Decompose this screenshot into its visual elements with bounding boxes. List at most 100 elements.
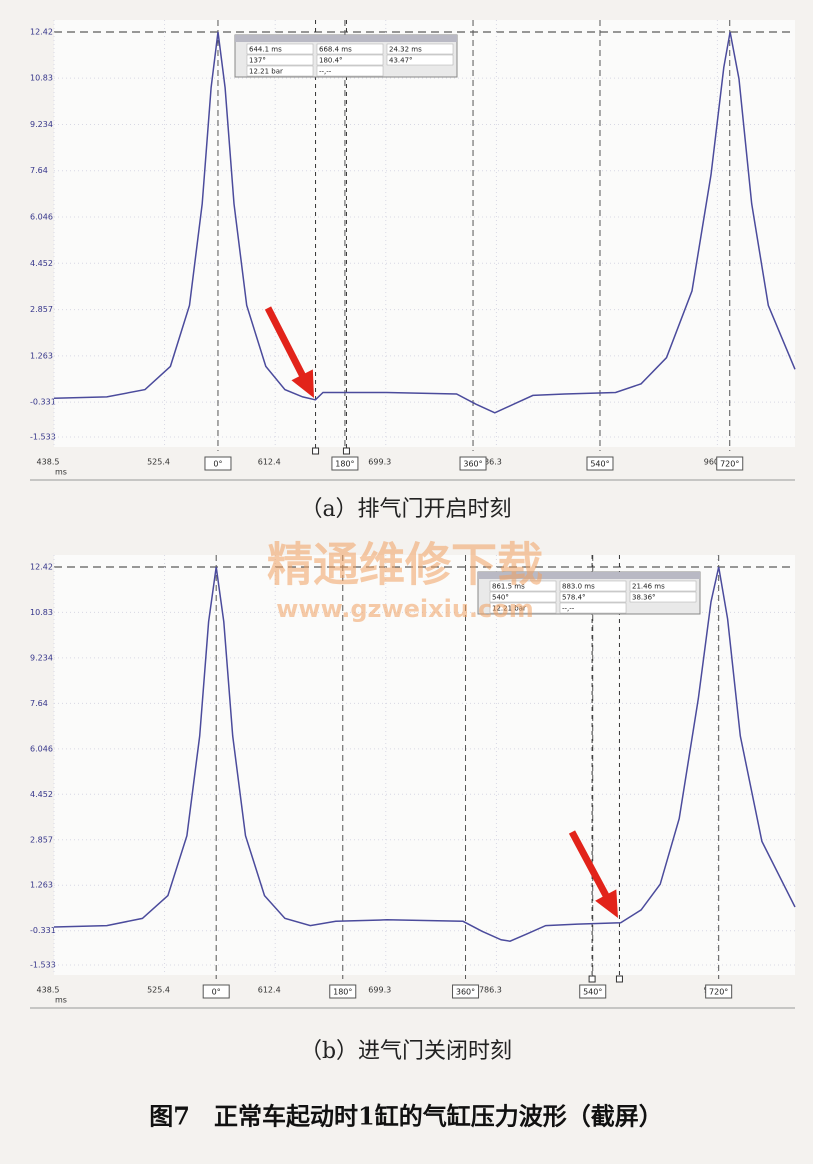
readout-value: 137°: [249, 57, 266, 65]
readout-value: --,--: [562, 605, 575, 613]
marker-box: [329, 984, 357, 999]
x-tick-label: 525.4: [147, 986, 170, 995]
readout-value: 861.5 ms: [492, 583, 525, 591]
y-tick-label: -1.533: [30, 961, 56, 970]
y-tick-label: -1.533: [30, 433, 56, 442]
y-tick-label: 2.857: [30, 835, 53, 844]
marker-box: [459, 456, 487, 471]
readout-cell: [489, 591, 557, 603]
x-tick-label: 438.5: [37, 458, 60, 467]
y-tick-label: 12.42: [30, 563, 53, 572]
marker-label: 540°: [590, 460, 609, 469]
readout-cell: [316, 43, 384, 55]
x-tick-label: 960: [704, 458, 719, 467]
y-tick-label: 2.857: [30, 305, 53, 314]
marker-label: 0°: [213, 460, 222, 469]
watermark-url: www.gzweixiu.com: [276, 595, 534, 623]
y-tick-label: 1.263: [30, 351, 53, 360]
readout-value: 43.47°: [389, 57, 413, 65]
readout-cell: [316, 65, 384, 77]
marker-box: [452, 984, 480, 999]
marker-label: 720°: [709, 988, 728, 997]
marker-box: [586, 456, 614, 471]
y-tick-label: 4.452: [30, 259, 53, 268]
readout-value: 38.36°: [632, 594, 656, 602]
x-tick-label: 786.3: [479, 458, 502, 467]
x-tick-label: 699.3: [368, 458, 391, 467]
x-tick-label: 612.4: [258, 986, 281, 995]
readout-cell: [386, 54, 454, 66]
plot-area: [54, 555, 795, 975]
arrow-shaft: [568, 830, 610, 899]
readout-header: [478, 572, 700, 579]
y-tick-label: 6.046: [30, 744, 53, 753]
y-tick-label: -0.331: [30, 398, 56, 407]
cursor-handle: [342, 447, 350, 455]
y-tick-label: 4.452: [30, 790, 53, 799]
unit-label: ms: [55, 996, 67, 1005]
marker-label: 720°: [720, 460, 739, 469]
readout-cell: [489, 602, 557, 614]
readout-value: 668.4 ms: [319, 46, 352, 54]
y-tick-label: 1.263: [30, 881, 53, 890]
y-tick-label: 10.83: [30, 74, 53, 83]
marker-label: 540°: [583, 988, 602, 997]
marker-label: 0°: [212, 988, 221, 997]
x-tick-label: 525.4: [147, 458, 170, 467]
x-tick-label: 612.4: [258, 458, 281, 467]
readout-value: 540°: [492, 594, 509, 602]
readout-value: 644.1 ms: [249, 46, 282, 54]
chart-caption: （b）进气门关闭时刻: [300, 1039, 512, 1064]
readout-cell: [316, 54, 384, 66]
marker-box: [579, 984, 607, 999]
marker-box: [331, 456, 359, 471]
readout-cell: [559, 602, 627, 614]
y-tick-label: -0.331: [30, 926, 56, 935]
readout-cell: [246, 43, 314, 55]
readout-value: --,--: [319, 68, 332, 76]
x-tick-label: 438.5: [37, 986, 60, 995]
y-tick-label: 7.64: [30, 699, 48, 708]
arrow-head: [291, 369, 314, 398]
readout-cell: [386, 43, 454, 55]
pressure-line: [53, 31, 796, 414]
readout-cell: [559, 580, 627, 592]
plot-area: [54, 20, 795, 447]
figure-caption: 图7 正常车起动时1缸的气缸压力波形（截屏）: [149, 1102, 662, 1131]
marker-box: [705, 984, 733, 999]
y-tick-label: 10.83: [30, 608, 53, 617]
marker-label: 180°: [333, 988, 352, 997]
chart-caption: （a）排气门开启时刻: [300, 497, 511, 522]
y-tick-label: 7.64: [30, 166, 48, 175]
readout-value: 24.32 ms: [389, 46, 422, 54]
marker-box: [204, 456, 232, 471]
readout-value: 578.4°: [562, 594, 586, 602]
readout-cell: [629, 591, 697, 603]
marker-label: 180°: [335, 460, 354, 469]
readout-value: 12.21 bar: [249, 68, 283, 76]
marker-label: 360°: [463, 460, 482, 469]
readout-value: 883.0 ms: [562, 583, 595, 591]
marker-box: [716, 456, 744, 471]
pressure-line: [53, 566, 796, 942]
y-tick-label: 9.234: [30, 120, 53, 129]
readout-cell: [246, 54, 314, 66]
y-tick-label: 12.42: [30, 28, 53, 37]
readout-cell: [246, 65, 314, 77]
x-tick-label: 786.3: [479, 986, 502, 995]
y-tick-label: 6.046: [30, 213, 53, 222]
cursor-handle: [588, 975, 596, 983]
arrow-head: [595, 889, 618, 918]
watermark-title: 精通维修下载: [267, 538, 543, 592]
unit-label: ms: [55, 468, 67, 477]
readout-header: [235, 35, 457, 42]
x-tick-label: 699.3: [368, 986, 391, 995]
readout-cell: [489, 580, 557, 592]
readout-cell: [559, 591, 627, 603]
readout-value: 12.21 bar: [492, 605, 526, 613]
marker-box: [202, 984, 230, 999]
readout-value: 180.4°: [319, 57, 343, 65]
marker-label: 360°: [456, 988, 475, 997]
cursor-handle: [312, 447, 320, 455]
